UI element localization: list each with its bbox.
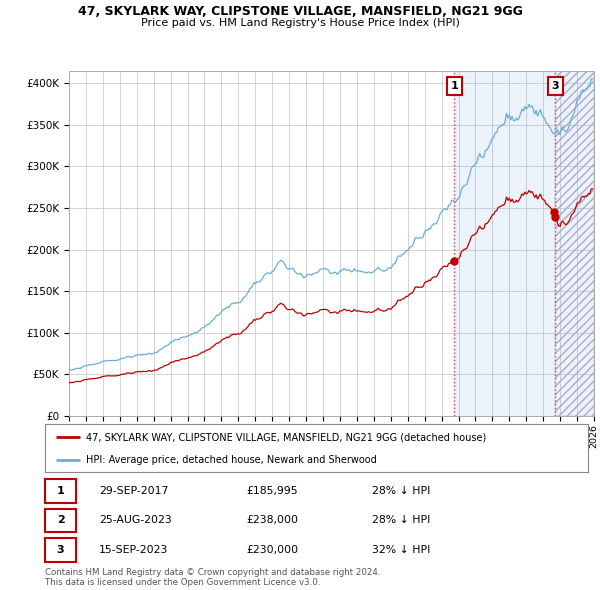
Text: HPI: Average price, detached house, Newark and Sherwood: HPI: Average price, detached house, Newa… [86,455,376,465]
Bar [555,71,594,416]
Text: 28% ↓ HPI: 28% ↓ HPI [372,516,430,525]
Text: 3: 3 [551,81,559,91]
Text: 29-SEP-2017: 29-SEP-2017 [99,486,169,496]
Text: 15-SEP-2023: 15-SEP-2023 [99,545,169,555]
Text: £185,995: £185,995 [246,486,298,496]
Text: 47, SKYLARK WAY, CLIPSTONE VILLAGE, MANSFIELD, NG21 9GG: 47, SKYLARK WAY, CLIPSTONE VILLAGE, MANS… [77,5,523,18]
Text: £230,000: £230,000 [246,545,298,555]
Text: 25-AUG-2023: 25-AUG-2023 [99,516,172,525]
Bar [555,71,594,416]
Text: 28% ↓ HPI: 28% ↓ HPI [372,486,430,496]
Text: 32% ↓ HPI: 32% ↓ HPI [372,545,430,555]
Text: 2: 2 [57,516,64,525]
Text: 47, SKYLARK WAY, CLIPSTONE VILLAGE, MANSFIELD, NG21 9GG (detached house): 47, SKYLARK WAY, CLIPSTONE VILLAGE, MANS… [86,432,486,442]
Text: 1: 1 [451,81,458,91]
Text: £238,000: £238,000 [246,516,298,525]
Text: Price paid vs. HM Land Registry's House Price Index (HPI): Price paid vs. HM Land Registry's House … [140,18,460,28]
Text: Contains HM Land Registry data © Crown copyright and database right 2024.
This d: Contains HM Land Registry data © Crown c… [45,568,380,587]
Bar [454,71,594,416]
Text: 3: 3 [57,545,64,555]
Text: 1: 1 [57,486,64,496]
